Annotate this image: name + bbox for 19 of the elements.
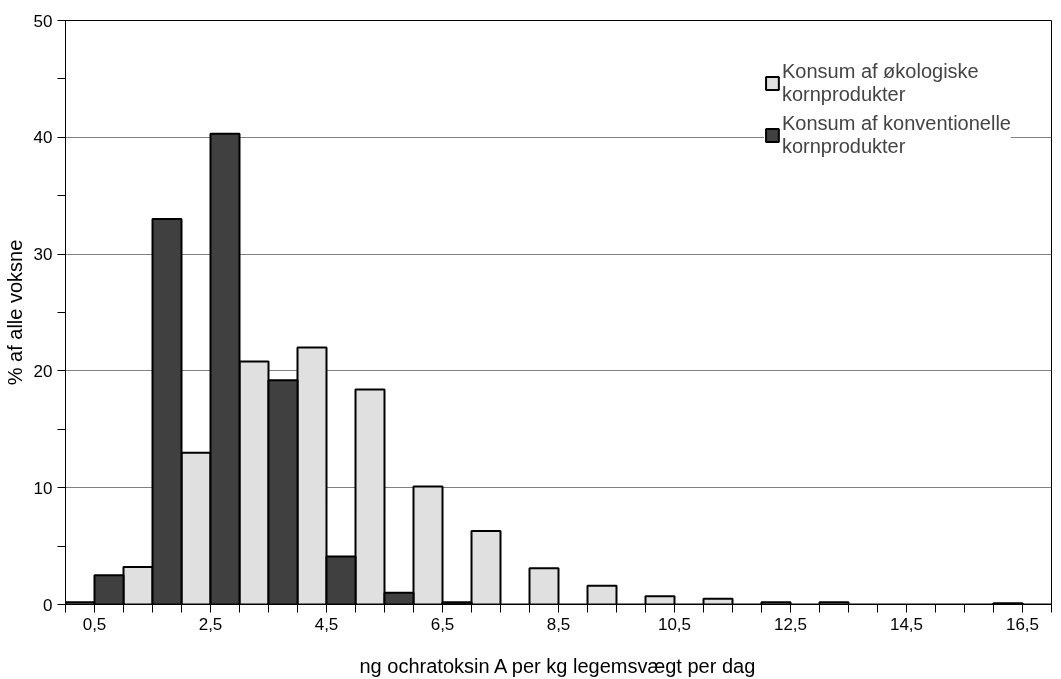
- y-tick-label: 30: [33, 245, 53, 265]
- x-tick-label: 12,5: [773, 614, 808, 634]
- legend-label: Konsum af økologiske kornprodukter: [781, 60, 979, 106]
- x-tick-label: 8,5: [546, 614, 571, 634]
- x-tick-label: 10,5: [657, 614, 692, 634]
- y-tick-label: 0: [43, 595, 53, 615]
- y-tick-label: 20: [33, 361, 53, 381]
- y-tick-label: 40: [33, 128, 53, 148]
- y-tick-label: 50: [33, 11, 53, 31]
- x-tick-label: 14,5: [889, 614, 924, 634]
- y-axis-title: % af alle voksne: [3, 239, 26, 386]
- x-tick-label: 16,5: [1005, 614, 1040, 634]
- x-tick-label: 2,5: [198, 614, 223, 634]
- x-axis-title: ng ochratoksin A per kg legemsvægt per dag: [359, 654, 756, 677]
- x-tick-label: 0,5: [82, 614, 107, 634]
- x-tick-label: 4,5: [314, 614, 339, 634]
- y-tick-label: 10: [33, 478, 53, 498]
- x-tick-label: 6,5: [430, 614, 455, 634]
- legend-label: Konsum af konventionelle kornprodukter: [781, 112, 1011, 158]
